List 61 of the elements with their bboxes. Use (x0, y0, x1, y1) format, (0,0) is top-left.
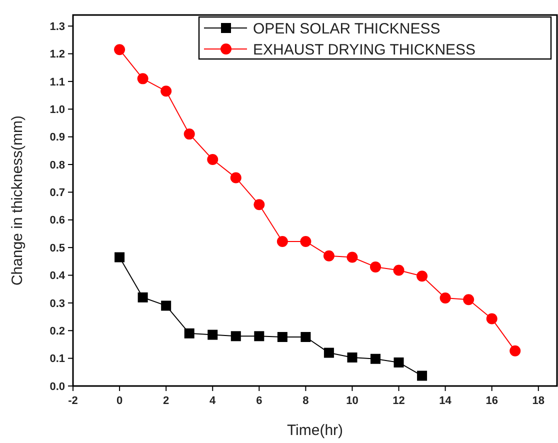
point (370, 354, 380, 364)
y-tick-label: 0.4 (50, 270, 66, 282)
point (276, 236, 288, 247)
x-tick-label: 8 (302, 395, 309, 407)
point (416, 270, 428, 282)
point (137, 73, 148, 84)
point (161, 300, 172, 311)
point (184, 328, 194, 338)
x-tick-label: -2 (68, 395, 78, 407)
y-tick-label: 0.0 (50, 380, 65, 393)
point (114, 252, 125, 262)
x-tick-label: 18 (532, 395, 545, 407)
x-tick-label: 6 (256, 395, 262, 407)
y-tick-label: 0.8 (50, 159, 65, 172)
point (208, 330, 218, 340)
point (394, 357, 404, 368)
y-tick-label: 1.3 (50, 20, 65, 33)
point (230, 172, 242, 184)
legend-label: EXHAUST DRYING THICKNESS (253, 41, 476, 58)
point (440, 292, 451, 304)
y-tick-label: 0.3 (50, 298, 65, 310)
point (230, 331, 241, 342)
point (346, 252, 358, 263)
point (207, 154, 218, 166)
point (300, 332, 311, 342)
point (160, 86, 172, 97)
y-tick-label: 0.5 (50, 242, 65, 254)
point (323, 250, 334, 262)
y-tick-label: 0.9 (50, 132, 65, 144)
y-axis-title: Change in thickness(mm) (9, 115, 26, 286)
y-tick-label: 0.2 (50, 325, 65, 338)
point (254, 331, 264, 342)
x-tick-label: 0 (116, 395, 123, 407)
y-tick-label: 0.1 (50, 353, 65, 366)
point (393, 264, 404, 276)
x-tick-label: 10 (346, 395, 358, 407)
point (114, 44, 126, 56)
point (510, 345, 521, 356)
point (254, 199, 265, 210)
x-tick-label: 2 (163, 395, 170, 407)
point (370, 261, 381, 272)
x-tick-label: 14 (439, 395, 452, 407)
point (486, 313, 498, 324)
point (347, 352, 358, 362)
y-tick-label: 0.6 (50, 214, 65, 227)
x-tick-label: 16 (486, 395, 498, 407)
x-tick-label: 12 (392, 395, 405, 407)
y-tick-label: 1.2 (50, 48, 65, 61)
point (277, 332, 288, 342)
point (463, 294, 474, 306)
point (417, 370, 428, 381)
y-tick-label: 1.0 (50, 104, 65, 116)
legend-label: OPEN SOLAR THICKNESS (253, 20, 440, 38)
point (138, 292, 148, 302)
point (184, 128, 195, 140)
x-axis-title: Time(hr) (286, 422, 344, 439)
x-tick-label: 4 (210, 395, 217, 407)
point (300, 236, 312, 247)
y-tick-label: 1.1 (50, 76, 65, 88)
y-tick-label: 0.7 (50, 187, 65, 200)
point (324, 348, 334, 358)
